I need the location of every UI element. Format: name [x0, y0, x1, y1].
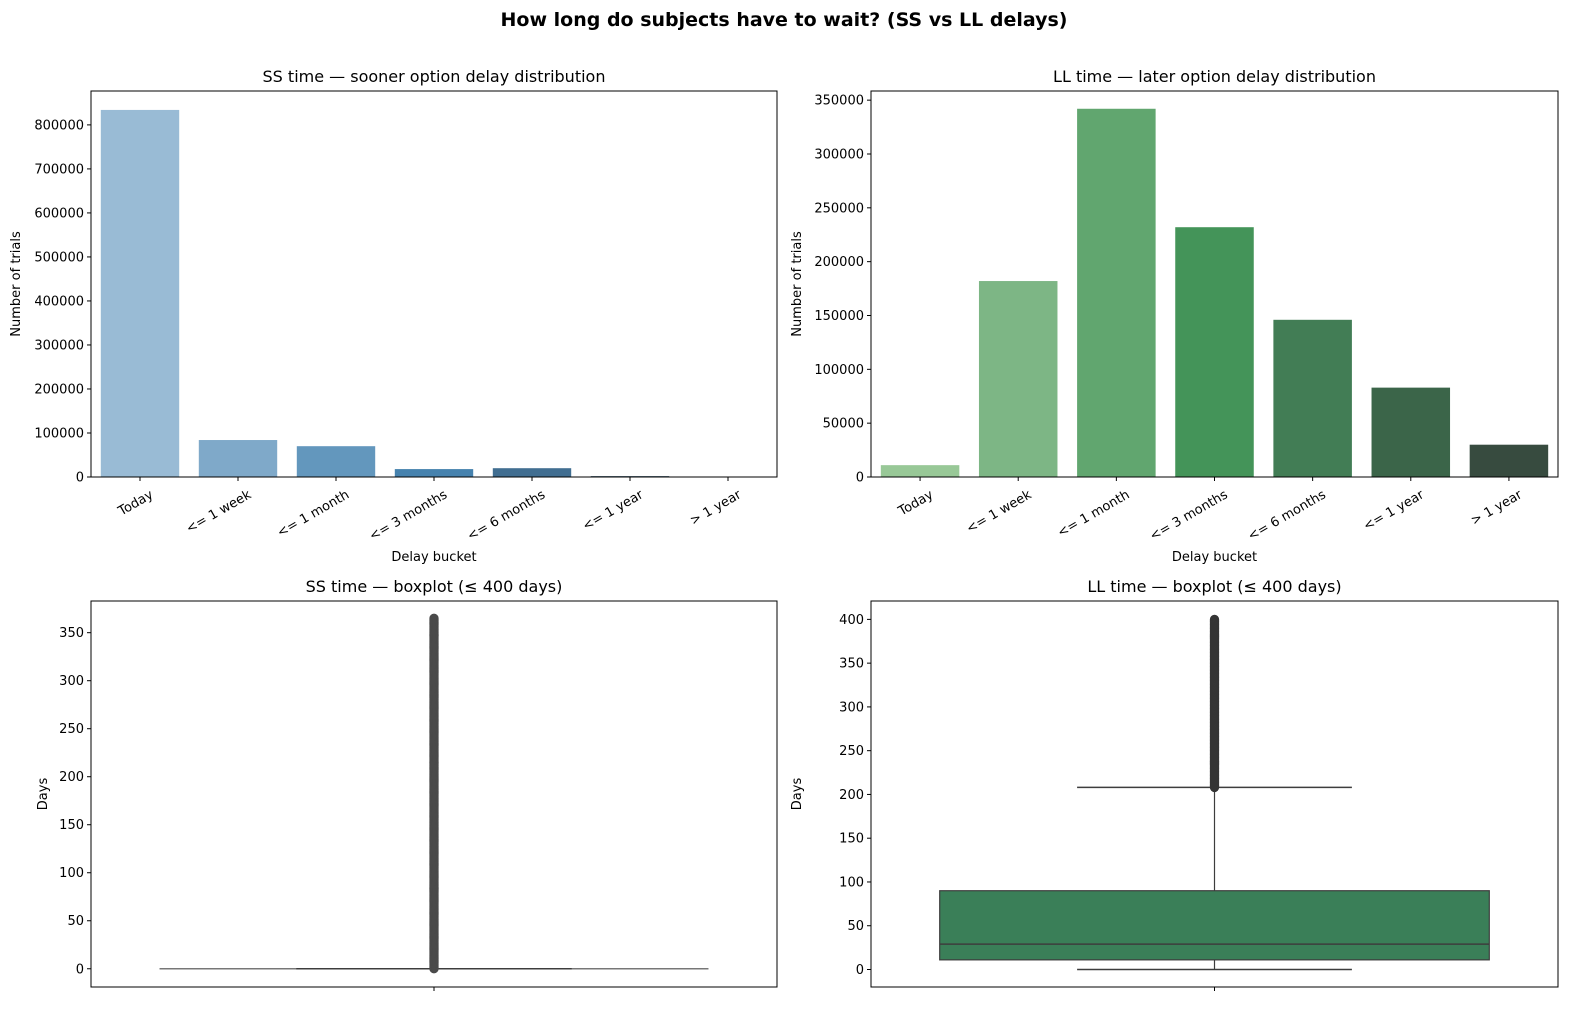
outlier-point — [429, 613, 439, 623]
y-tick-label: 200 — [59, 770, 84, 785]
y-tick-label: 350 — [839, 657, 864, 672]
y-axis-label: Number of trials — [9, 231, 24, 337]
y-tick-label: 100 — [59, 866, 84, 881]
outlier-point — [1209, 614, 1220, 625]
subplot-title: SS time — sooner option delay distributi… — [263, 67, 606, 86]
y-axis-label: Number of trials — [790, 231, 805, 337]
y-tick-label: 700000 — [34, 162, 84, 177]
x-tick-label: <= 1 year — [580, 487, 646, 534]
y-tick-label: 50000 — [823, 417, 864, 432]
y-tick-label: 150 — [59, 818, 84, 833]
x-tick-label: <= 6 months — [465, 487, 548, 544]
axes-frame — [90, 600, 778, 988]
y-tick-label: 100 — [839, 875, 864, 890]
y-tick-label: 50 — [847, 919, 864, 934]
x-tick-label: <= 1 month — [1055, 487, 1132, 540]
x-tick-label: <= 1 year — [1361, 487, 1427, 534]
axes-frame — [870, 600, 1559, 988]
subplot-1: SS time — sooner option delay distributi… — [9, 67, 778, 565]
y-tick-label: 800000 — [34, 118, 84, 133]
y-axis-label: Days — [790, 778, 805, 811]
y-tick-label: 100000 — [34, 426, 84, 441]
bar--6-months — [1273, 319, 1352, 477]
y-tick-label: 300000 — [814, 147, 864, 162]
x-axis-label: Delay bucket — [391, 550, 476, 565]
bar--6-months — [492, 468, 572, 477]
x-tick-label: > 1 year — [688, 487, 745, 529]
y-tick-label: 250 — [59, 722, 84, 737]
y-tick-label: 0 — [76, 962, 84, 977]
y-tick-label: 0 — [856, 963, 864, 978]
y-tick-label: 250 — [839, 744, 864, 759]
x-tick-label: > 1 year — [1469, 487, 1526, 529]
axes-frame — [90, 90, 778, 478]
subplot-2: LL time — later option delay distributio… — [790, 67, 1559, 565]
y-tick-label: 0 — [856, 471, 864, 486]
y-tick-label: 400000 — [34, 294, 84, 309]
x-tick-label: <= 3 months — [1147, 487, 1230, 544]
subplot-title: SS time — boxplot (≤ 400 days) — [306, 577, 563, 596]
y-tick-label: 350 — [59, 626, 84, 641]
x-tick-label: Today — [895, 487, 936, 519]
bar-today — [100, 109, 180, 478]
bar--1-week — [978, 281, 1058, 477]
y-tick-label: 200000 — [814, 255, 864, 270]
bar--1-month — [296, 446, 376, 477]
subplot-4: LL time — boxplot (≤ 400 days) 0 50 100 150 2… — [790, 577, 1559, 991]
bar--3-months — [394, 469, 474, 477]
x-tick-label: <= 1 week — [964, 487, 1035, 536]
subplot-3: SS time — boxplot (≤ 400 days) 0 50 100 150 2… — [36, 577, 778, 991]
y-tick-label: 350000 — [814, 94, 864, 109]
x-tick-label: <= 6 months — [1246, 487, 1329, 544]
bar--1-week — [198, 440, 278, 477]
bar--1-month — [1077, 108, 1156, 478]
axes-frame — [870, 90, 1559, 478]
y-tick-label: 150000 — [814, 309, 864, 324]
x-tick-label: <= 1 week — [184, 487, 255, 536]
y-tick-label: 300000 — [34, 338, 84, 353]
bar--3-months — [1175, 227, 1254, 477]
box — [939, 890, 1490, 961]
y-tick-label: 600000 — [34, 206, 84, 221]
x-tick-label: <= 3 months — [367, 487, 450, 544]
y-tick-label: 200 — [839, 788, 864, 803]
figure-title: How long do subjects have to wait? (SS v… — [501, 9, 1068, 31]
y-axis-label: Days — [36, 778, 51, 811]
y-tick-label: 300 — [59, 674, 84, 689]
bar--1-year — [1371, 387, 1451, 477]
y-tick-label: 250000 — [814, 201, 864, 216]
x-tick-label: <= 1 month — [275, 487, 352, 540]
subplot-title: LL time — boxplot (≤ 400 days) — [1087, 577, 1341, 596]
y-tick-label: 50 — [67, 914, 84, 929]
y-tick-label: 300 — [839, 700, 864, 715]
x-axis-label: Delay bucket — [1172, 550, 1257, 565]
y-tick-label: 150 — [839, 832, 864, 847]
y-tick-label: 500000 — [34, 250, 84, 265]
bar--1-year — [1469, 444, 1549, 477]
bar-today — [880, 465, 960, 477]
y-tick-label: 0 — [76, 471, 84, 486]
y-tick-label: 200000 — [34, 382, 84, 397]
y-tick-label: 100000 — [814, 363, 864, 378]
y-tick-label: 400 — [839, 613, 864, 628]
x-tick-label: Today — [115, 487, 156, 519]
subplot-title: LL time — later option delay distributio… — [1053, 67, 1376, 86]
